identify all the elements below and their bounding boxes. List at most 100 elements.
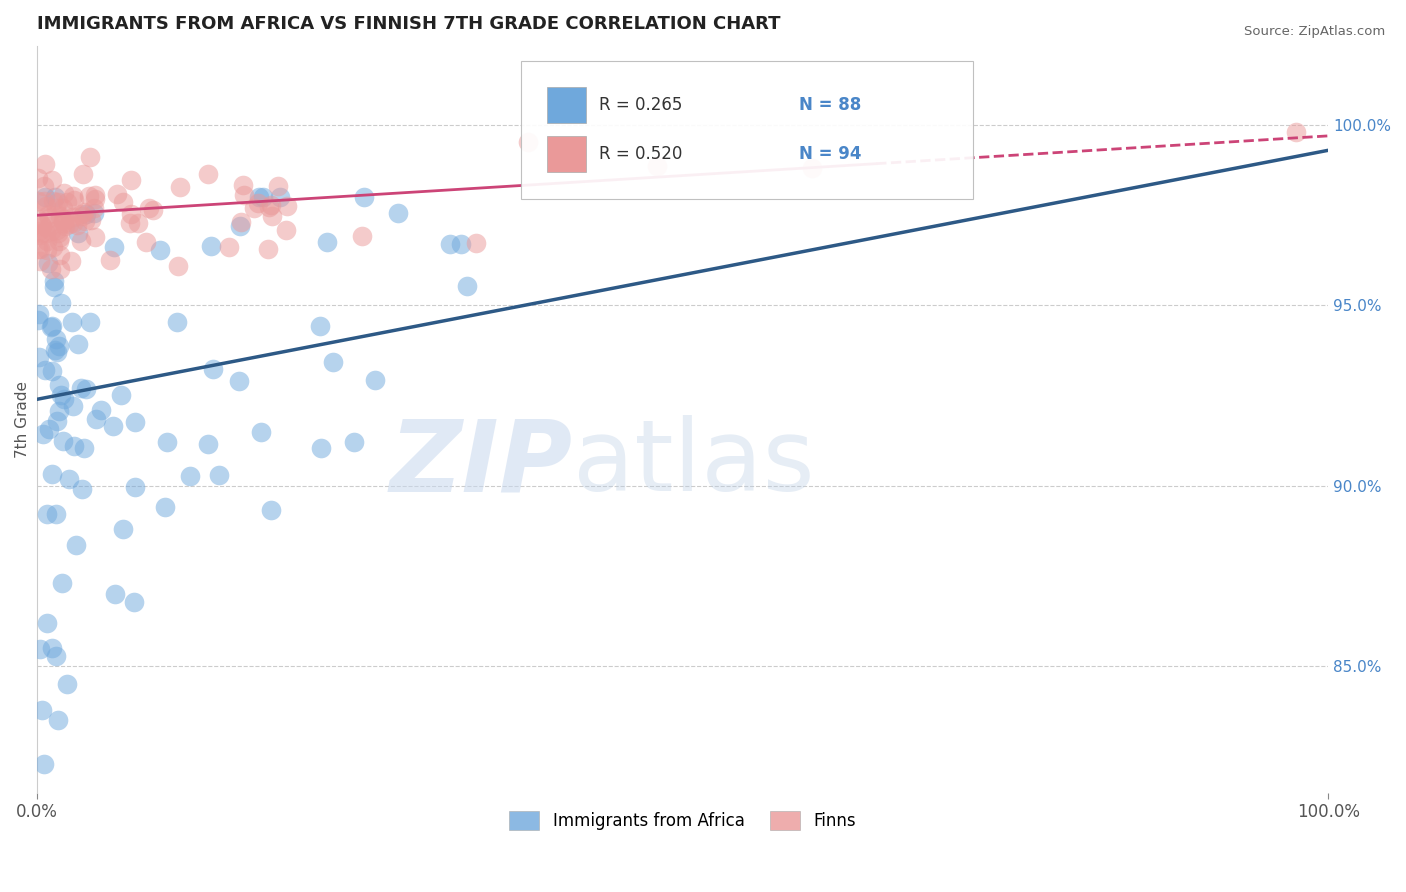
Point [46, 223, 69, 237]
Text: atlas: atlas [572, 416, 814, 513]
Point [44, 280, 66, 294]
Point [350, 228, 373, 243]
Point [41, 467, 63, 481]
Point [48, 378, 70, 392]
Point [72, 167, 94, 181]
Point [387, 206, 409, 220]
Point [84, 187, 107, 202]
Point [103, 240, 125, 254]
Point [72, 209, 94, 223]
Point [49, 248, 72, 262]
Point [28, 306, 51, 320]
Point [464, 235, 486, 250]
Point [75, 382, 97, 396]
Point [42, 194, 65, 208]
Point [252, 190, 274, 204]
Point [1285, 125, 1308, 139]
Point [80, 213, 103, 227]
Point [247, 190, 270, 204]
Point [260, 502, 283, 516]
Point [233, 187, 256, 202]
Point [30, 226, 52, 240]
Point [48, 404, 70, 418]
Point [197, 436, 219, 450]
Point [27, 242, 49, 256]
Point [243, 201, 266, 215]
Point [179, 469, 201, 483]
Point [257, 200, 280, 214]
Point [39, 319, 62, 334]
Point [169, 180, 191, 194]
Point [27, 313, 49, 327]
Point [51, 576, 73, 591]
Point [49, 388, 72, 402]
Point [155, 500, 177, 514]
Point [800, 161, 823, 176]
Point [37, 256, 59, 270]
Point [32, 194, 55, 209]
Point [208, 468, 231, 483]
Point [45, 201, 67, 215]
Point [65, 538, 87, 552]
Point [98, 253, 121, 268]
Point [51, 214, 73, 228]
Text: N = 94: N = 94 [799, 145, 862, 163]
Legend: Immigrants from Africa, Finns: Immigrants from Africa, Finns [503, 804, 862, 837]
Point [34, 157, 56, 171]
Point [44, 274, 66, 288]
Point [28, 642, 51, 657]
Point [42, 240, 65, 254]
Point [41, 364, 63, 378]
Point [66, 218, 89, 232]
Point [32, 179, 55, 194]
Text: N = 88: N = 88 [799, 96, 860, 114]
Point [60, 315, 83, 329]
Point [645, 159, 668, 173]
Point [62, 189, 84, 203]
Point [120, 207, 142, 221]
Point [276, 199, 298, 213]
Point [46, 195, 69, 210]
Point [249, 425, 271, 439]
Point [38, 422, 60, 436]
Point [84, 193, 107, 207]
Point [156, 435, 179, 450]
Point [37, 243, 59, 257]
Point [343, 435, 366, 450]
Point [60, 254, 83, 268]
Bar [547, 136, 586, 172]
Point [34, 363, 56, 377]
Point [39, 224, 62, 238]
Point [30, 254, 52, 268]
Point [45, 332, 67, 346]
Point [34, 756, 56, 771]
Point [267, 178, 290, 193]
Point [309, 441, 332, 455]
Bar [547, 87, 586, 123]
Point [41, 173, 63, 187]
Point [37, 208, 59, 222]
Point [75, 207, 97, 221]
Point [46, 714, 69, 728]
Point [39, 262, 62, 277]
Point [142, 203, 165, 218]
Text: Source: ZipAtlas.com: Source: ZipAtlas.com [1244, 25, 1385, 38]
Point [45, 508, 67, 522]
Point [166, 315, 188, 329]
Point [70, 482, 93, 496]
Point [53, 216, 76, 230]
Point [262, 209, 284, 223]
Point [120, 173, 142, 187]
Point [35, 226, 58, 240]
Point [28, 224, 51, 238]
Point [200, 239, 222, 253]
Point [84, 412, 107, 426]
Point [69, 234, 91, 248]
Point [228, 374, 250, 388]
Point [62, 400, 84, 414]
Point [49, 209, 72, 223]
Point [52, 211, 75, 226]
Point [58, 472, 80, 486]
Point [439, 237, 461, 252]
Point [138, 201, 160, 215]
